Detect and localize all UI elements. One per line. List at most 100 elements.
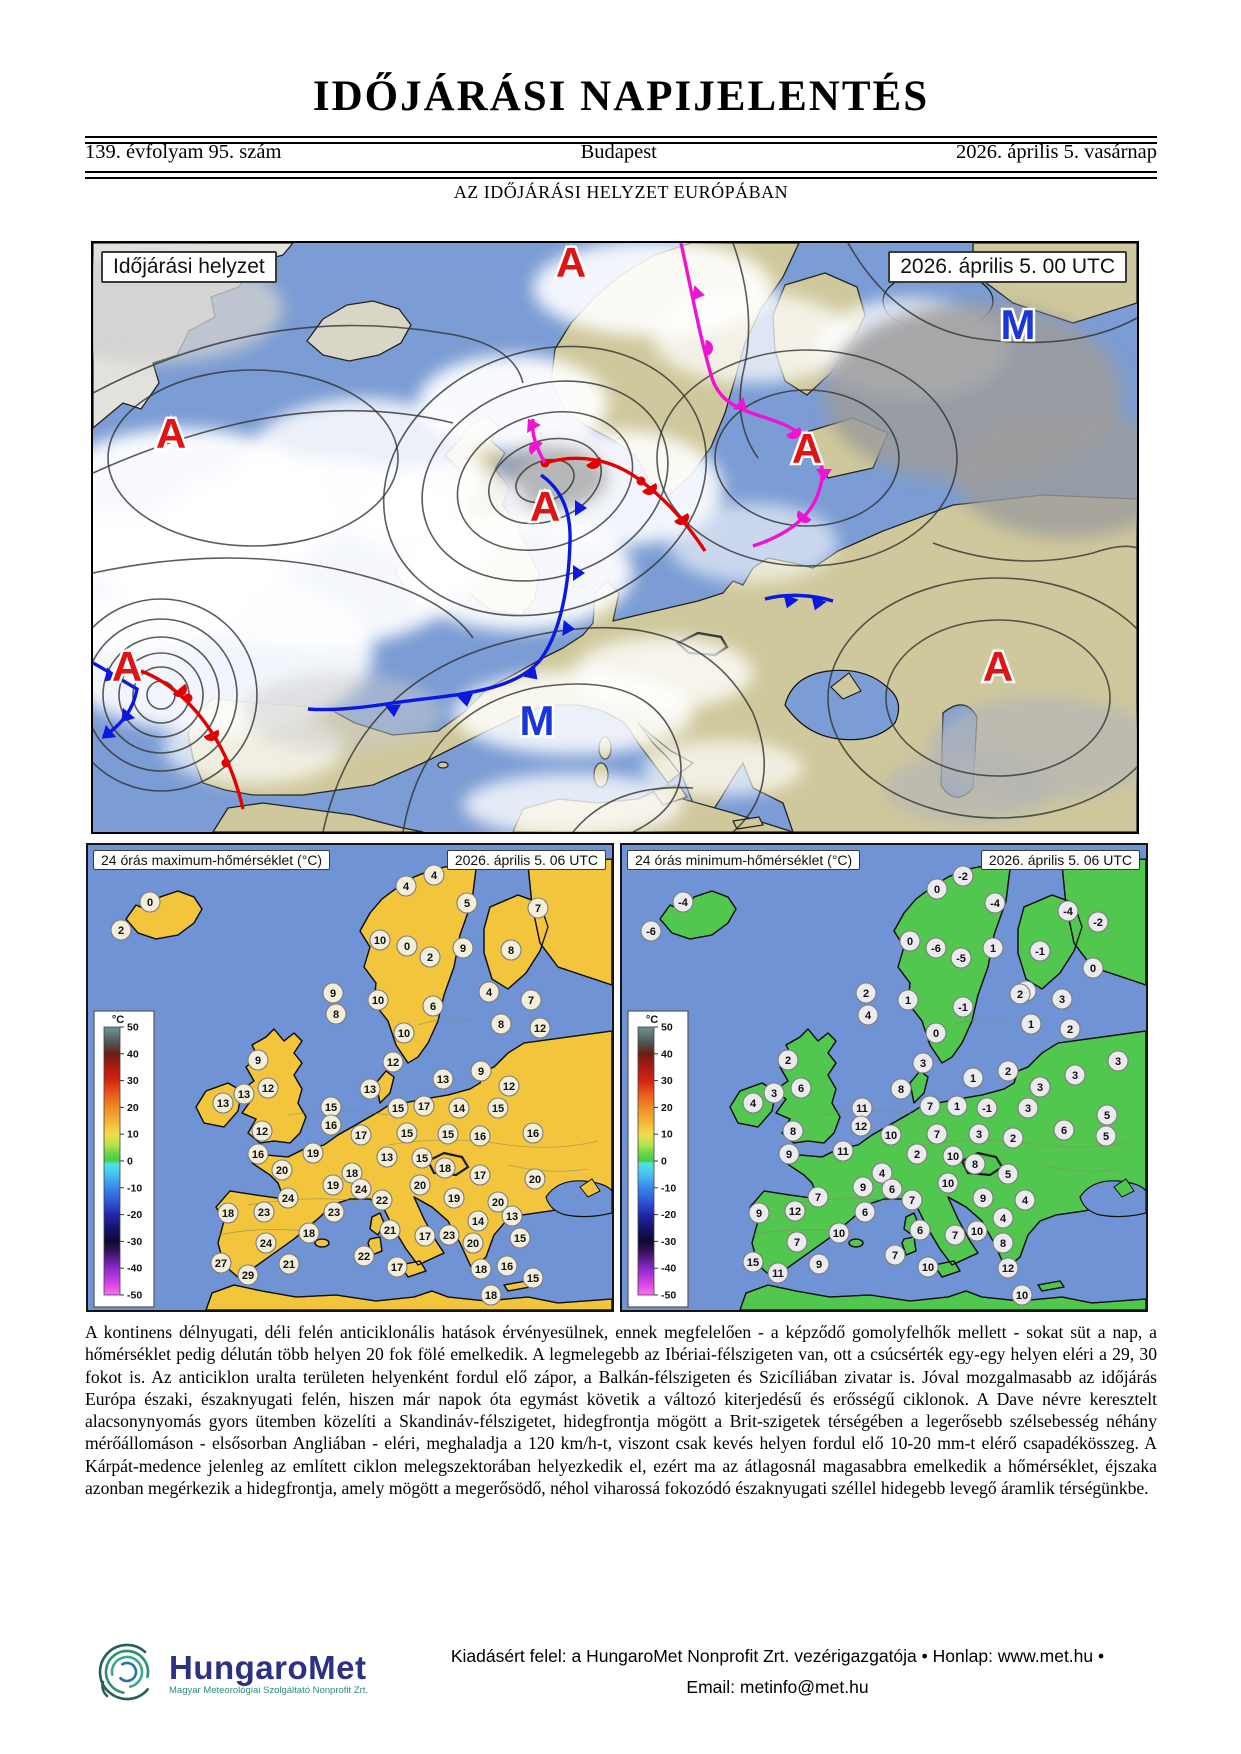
station-bubble (952, 996, 974, 1018)
station-value: 8 (508, 945, 514, 957)
station-bubble (350, 1124, 372, 1146)
station-value: 5 (1104, 1110, 1110, 1122)
station-value: 13 (217, 1098, 229, 1110)
station-value: 7 (815, 1192, 821, 1204)
station-value: 10 (1016, 1290, 1028, 1302)
station-value: 2 (863, 988, 869, 1000)
station-bubble (1020, 1013, 1042, 1035)
station-value: 10 (942, 1178, 954, 1190)
station-bubble (438, 1224, 460, 1246)
station-bubble (529, 1017, 551, 1039)
station-bubble (748, 1202, 770, 1224)
station-bubble (897, 989, 919, 1011)
station-value: 6 (889, 1184, 895, 1196)
legend-tick-label: -30 (127, 1236, 142, 1248)
station-bubble (982, 937, 1004, 959)
station-bubble (298, 1222, 320, 1244)
station-value: 20 (529, 1174, 541, 1186)
station-bubble (278, 1253, 300, 1275)
station-value: 0 (147, 897, 153, 909)
station-bubble (777, 1049, 799, 1071)
station-value: 8 (1000, 1238, 1006, 1250)
station-value: 9 (255, 1055, 261, 1067)
imprint-line2: Email: metinfo@met.hu (686, 1677, 869, 1697)
max-temperature-map: 0 2 4 4 5 7 10 0 2 9 8 9 10 6 4 7 8 10 8 12 9 12 13 13 12 13 9 12 13… (86, 843, 614, 1312)
station-value: 9 (330, 988, 336, 1000)
station-value: 3 (920, 1058, 926, 1070)
station-value: -4 (990, 898, 1001, 910)
station-bubble (257, 1077, 279, 1099)
station-value: 7 (528, 995, 534, 1007)
legend-tick-label: -10 (127, 1182, 142, 1194)
station-bubble (409, 1174, 431, 1196)
station-value: 9 (460, 943, 466, 955)
station-bubble (997, 1257, 1019, 1279)
legend-tick-label: 30 (127, 1075, 139, 1087)
station-value: -6 (646, 926, 656, 938)
synoptic-map: A A A A A A M M Időjárási helyzet 2026. április… (91, 241, 1139, 834)
station-bubble (501, 1205, 523, 1227)
station-value: 16 (527, 1128, 539, 1140)
station-bubble (251, 1120, 273, 1142)
station-value: 6 (798, 1083, 804, 1095)
legend: °C 50 40 30 20 10 0 -10 -20 -30 -40 -50 (93, 1010, 155, 1308)
legend-unit: °C (646, 1014, 658, 1026)
station-bubble (950, 947, 972, 969)
min-map-title: 24 órás minimum-hőmérséklet (°C) (627, 850, 861, 871)
station-value: 13 (364, 1084, 376, 1096)
station-value: 17 (391, 1262, 403, 1274)
min-map-canvas: -4-60-2-4-4-20-6-51-1021-124023122634381… (622, 845, 1146, 1310)
station-bubble (937, 1172, 959, 1194)
legend-tick-label: -50 (661, 1290, 676, 1302)
station-bubble (487, 1097, 509, 1119)
station-bubble (1029, 1076, 1051, 1098)
legend-tick-label: 40 (661, 1048, 673, 1060)
station-bubble (742, 1092, 764, 1114)
city-label: Budapest (580, 141, 657, 163)
station-bubble (139, 891, 161, 913)
station-bubble (247, 1049, 269, 1071)
legend-tick-label: 30 (661, 1075, 673, 1087)
station-value: -1 (1035, 946, 1045, 958)
legend-tick-label: -20 (661, 1209, 676, 1221)
legend-tick-label: 10 (661, 1129, 673, 1141)
station-value: 11 (856, 1103, 868, 1115)
station-bubble (470, 1060, 492, 1082)
legend-tick-label: -40 (127, 1263, 142, 1275)
station-value: 11 (837, 1146, 849, 1158)
station-value: 7 (952, 1230, 958, 1242)
station-value: 0 (907, 936, 913, 948)
hungaromet-logo: HungaroMet Magyar Meteorológiai Szolgált… (95, 1638, 400, 1706)
station-bubble (1096, 1104, 1118, 1126)
station-bubble (1059, 1018, 1081, 1040)
station-bubble (1064, 1064, 1086, 1086)
brand-subtitle: Magyar Meteorológiai Szolgáltató Nonprof… (169, 1684, 369, 1696)
station-bubble (742, 1251, 764, 1273)
station-value: 17 (474, 1170, 486, 1182)
station-bubble (322, 982, 344, 1004)
station-value: 13 (381, 1152, 393, 1164)
station-value: 7 (909, 1195, 915, 1207)
station-bubble (909, 1219, 931, 1241)
station-bubble (871, 1162, 893, 1184)
station-bubble (396, 935, 418, 957)
pressure-center-low: M (1001, 301, 1036, 348)
station-value: 14 (472, 1216, 485, 1228)
station-bubble (462, 1232, 484, 1254)
station-value: 16 (501, 1261, 513, 1273)
station-value: 0 (933, 1028, 939, 1040)
station-value: 24 (282, 1193, 295, 1205)
station-value: 10 (922, 1262, 934, 1274)
station-bubble (253, 1201, 275, 1223)
legend-tick-label: -20 (127, 1209, 142, 1221)
station-bubble (966, 1220, 988, 1242)
station-value: 3 (976, 1129, 982, 1141)
station-bubble (478, 981, 500, 1003)
station-value: 5 (464, 898, 470, 910)
station-value: -2 (958, 871, 968, 883)
station-bubble (480, 1284, 502, 1306)
station-value: 9 (786, 1149, 792, 1161)
station-bubble (411, 1147, 433, 1169)
station-bubble (997, 1060, 1019, 1082)
legend: °C 50 40 30 20 10 0 -10 -20 -30 -40 -50 (627, 1010, 689, 1308)
